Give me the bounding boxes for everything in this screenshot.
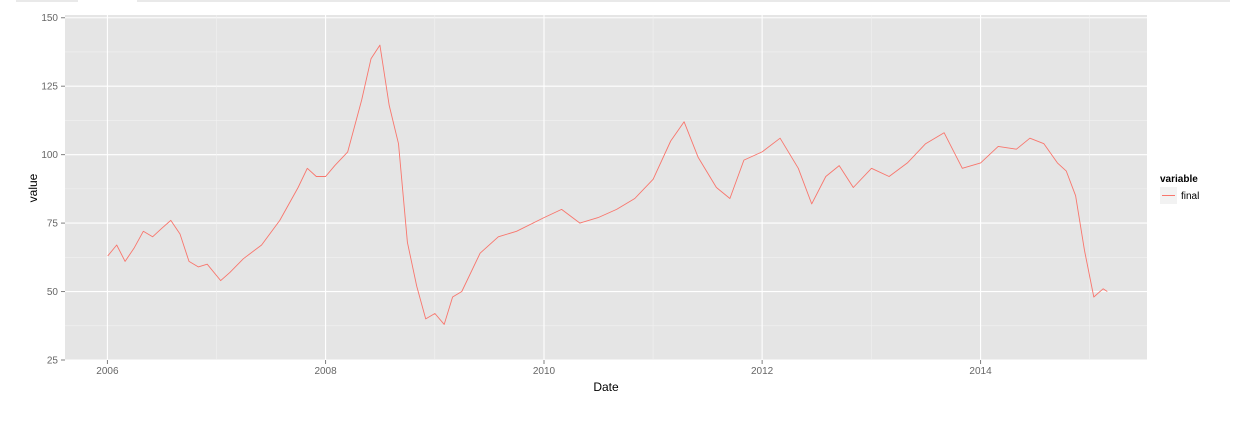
y-tick-label: 50 (47, 287, 59, 298)
legend-label-final: final (1181, 191, 1199, 202)
x-tick-label: 2012 (751, 366, 774, 377)
y-tick-label: 100 (41, 150, 58, 161)
plot-background (65, 15, 1147, 360)
y-axis: 25 50 75 100 125 150 (41, 13, 65, 367)
x-axis-title: Date (593, 380, 619, 394)
gridlines (65, 15, 1147, 361)
x-axis: 2006 2008 2010 2012 2014 (96, 360, 992, 377)
tab-strip-segment (137, 0, 1230, 2)
x-tick-label: 2006 (96, 366, 119, 377)
x-tick-label: 2010 (533, 366, 556, 377)
legend-title: variable (1160, 174, 1198, 185)
tab-strip (16, 0, 1230, 2)
series-line-final (107, 44, 1108, 325)
y-tick-label: 150 (41, 13, 58, 24)
x-tick-label: 2008 (314, 366, 337, 377)
x-tick-label: 2014 (969, 366, 992, 377)
y-tick-label: 125 (41, 82, 58, 93)
y-tick-label: 25 (47, 356, 59, 367)
y-axis-title: value (26, 173, 40, 202)
tab-strip-segment (16, 0, 78, 2)
legend: variable final (1160, 174, 1199, 204)
y-tick-label: 75 (47, 219, 59, 230)
